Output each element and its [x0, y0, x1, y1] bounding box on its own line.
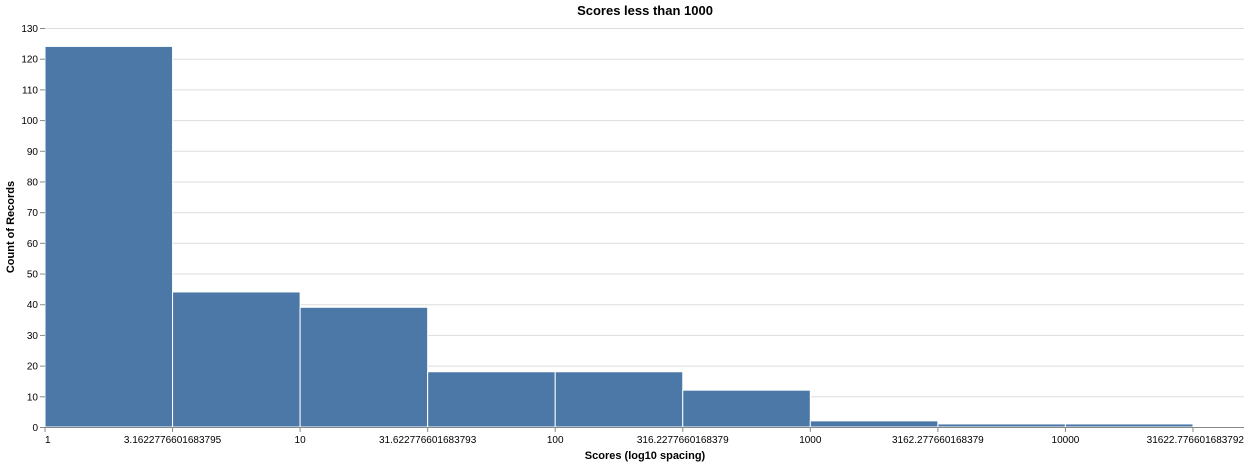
y-tick-label: 130	[21, 24, 38, 35]
y-tick-label: 20	[27, 362, 39, 373]
x-tick-label: 1000	[799, 435, 822, 446]
y-tick-label: 0	[32, 423, 38, 434]
y-axis-title: Count of Records	[5, 181, 17, 273]
y-tick-label: 30	[27, 331, 39, 342]
histogram-bar	[427, 371, 556, 428]
x-tick-label: 1	[45, 435, 51, 446]
x-tick-label: 3.1622776601683795	[124, 435, 222, 446]
histogram-bar	[299, 306, 429, 428]
y-tick-label: 10	[27, 392, 39, 403]
y-tick-label: 120	[21, 55, 38, 66]
x-tick-label: 100	[547, 435, 564, 446]
histogram-bar	[172, 291, 301, 428]
chart-title: Scores less than 1000	[577, 3, 713, 18]
x-tick-label: 3162.277660168379	[892, 435, 984, 446]
x-axis-title: Scores (log10 spacing)	[585, 450, 706, 462]
x-tick-label: 10000	[1052, 435, 1080, 446]
histogram-bar	[554, 371, 684, 428]
y-tick-label: 100	[21, 116, 38, 127]
y-tick-label: 80	[27, 177, 39, 188]
histogram-bar	[809, 420, 939, 428]
histogram-bar	[1064, 423, 1194, 428]
y-tick-label: 70	[27, 208, 39, 219]
histogram-bar	[682, 389, 811, 428]
bar-layer	[44, 45, 1194, 428]
y-tick-label: 90	[27, 147, 39, 158]
x-tick-label: 316.2277660168379	[637, 435, 729, 446]
histogram-bar	[937, 423, 1066, 428]
x-tick-label: 10	[295, 435, 307, 446]
y-tick-label: 50	[27, 270, 39, 281]
axis-layer: 0 10 20 30 40 50 60 70 80 90 100 110 120 130 1 3.162277…	[21, 24, 1244, 446]
x-tick-label: 31.622776601683793	[379, 435, 477, 446]
y-tick-label: 60	[27, 239, 39, 250]
y-tick-label: 40	[27, 300, 39, 311]
histogram-bar	[44, 45, 174, 428]
x-tick-label: 31622.776601683792	[1147, 435, 1245, 446]
grid-layer	[45, 28, 1244, 428]
y-tick-label: 110	[22, 85, 38, 96]
